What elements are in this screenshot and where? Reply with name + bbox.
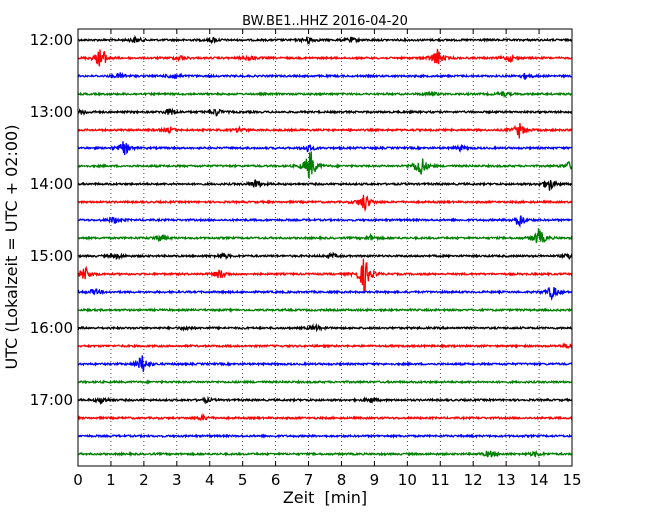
trace-line — [77, 141, 573, 156]
trace-line — [77, 122, 573, 139]
y-axis-ticks: 12:00 13:00 14:00 15:00 16:00 17:00 — [30, 31, 572, 409]
y-tick-label: 14:00 — [30, 175, 73, 193]
x-tick-label: 10 — [398, 471, 417, 489]
trace-line — [77, 342, 573, 350]
trace-line — [77, 194, 573, 213]
trace-line — [77, 151, 573, 180]
y-tick-label: 13:00 — [30, 103, 73, 121]
trace-line — [77, 34, 573, 45]
x-tick-label: 3 — [172, 471, 182, 489]
trace-line — [77, 215, 573, 228]
x-tick-label: 4 — [205, 471, 215, 489]
x-tick-label: 14 — [530, 471, 549, 489]
x-tick-label: 11 — [431, 471, 450, 489]
trace-line — [77, 228, 573, 244]
x-tick-label: 13 — [497, 471, 516, 489]
x-axis-label: Zeit [min] — [283, 488, 367, 507]
trace-line — [77, 322, 573, 333]
y-tick-label: 12:00 — [30, 31, 73, 49]
trace-line — [77, 307, 573, 313]
trace-line — [77, 432, 573, 439]
y-tick-label: 16:00 — [30, 319, 73, 337]
trace-line — [77, 71, 573, 80]
trace-line — [77, 90, 573, 98]
x-tick-label: 8 — [337, 471, 347, 489]
x-tick-label: 9 — [370, 471, 380, 489]
x-tick-label: 2 — [139, 471, 149, 489]
x-tick-label: 15 — [562, 471, 581, 489]
trace-line — [77, 251, 573, 261]
vertical-gridlines — [110, 29, 540, 466]
trace-line — [77, 179, 573, 191]
x-axis-ticks: 0 1 2 3 4 5 6 7 8 9 10 11 12 13 14 15 — [73, 29, 582, 489]
trace-line — [77, 379, 573, 385]
trace-line — [77, 107, 573, 117]
chart-title: BW.BE1..HHZ 2016-04-20 — [242, 14, 408, 29]
x-tick-label: 1 — [106, 471, 116, 489]
x-tick-label: 0 — [73, 471, 83, 489]
trace-line — [77, 449, 573, 458]
trace-line — [77, 48, 573, 67]
y-tick-label: 15:00 — [30, 247, 73, 265]
plot-frame — [77, 28, 573, 467]
trace-line — [77, 258, 573, 293]
x-tick-label: 12 — [464, 471, 483, 489]
x-tick-label: 7 — [304, 471, 314, 489]
y-axis-label: UTC (Lokalzeit = UTC + 02:00) — [2, 125, 21, 370]
x-tick-label: 6 — [271, 471, 281, 489]
trace-line — [77, 412, 573, 421]
x-tick-label: 5 — [238, 471, 248, 489]
trace-line — [77, 396, 573, 406]
trace-line — [77, 355, 573, 372]
y-tick-label: 17:00 — [30, 391, 73, 409]
seismogram-traces — [77, 34, 573, 458]
trace-line — [77, 286, 573, 302]
